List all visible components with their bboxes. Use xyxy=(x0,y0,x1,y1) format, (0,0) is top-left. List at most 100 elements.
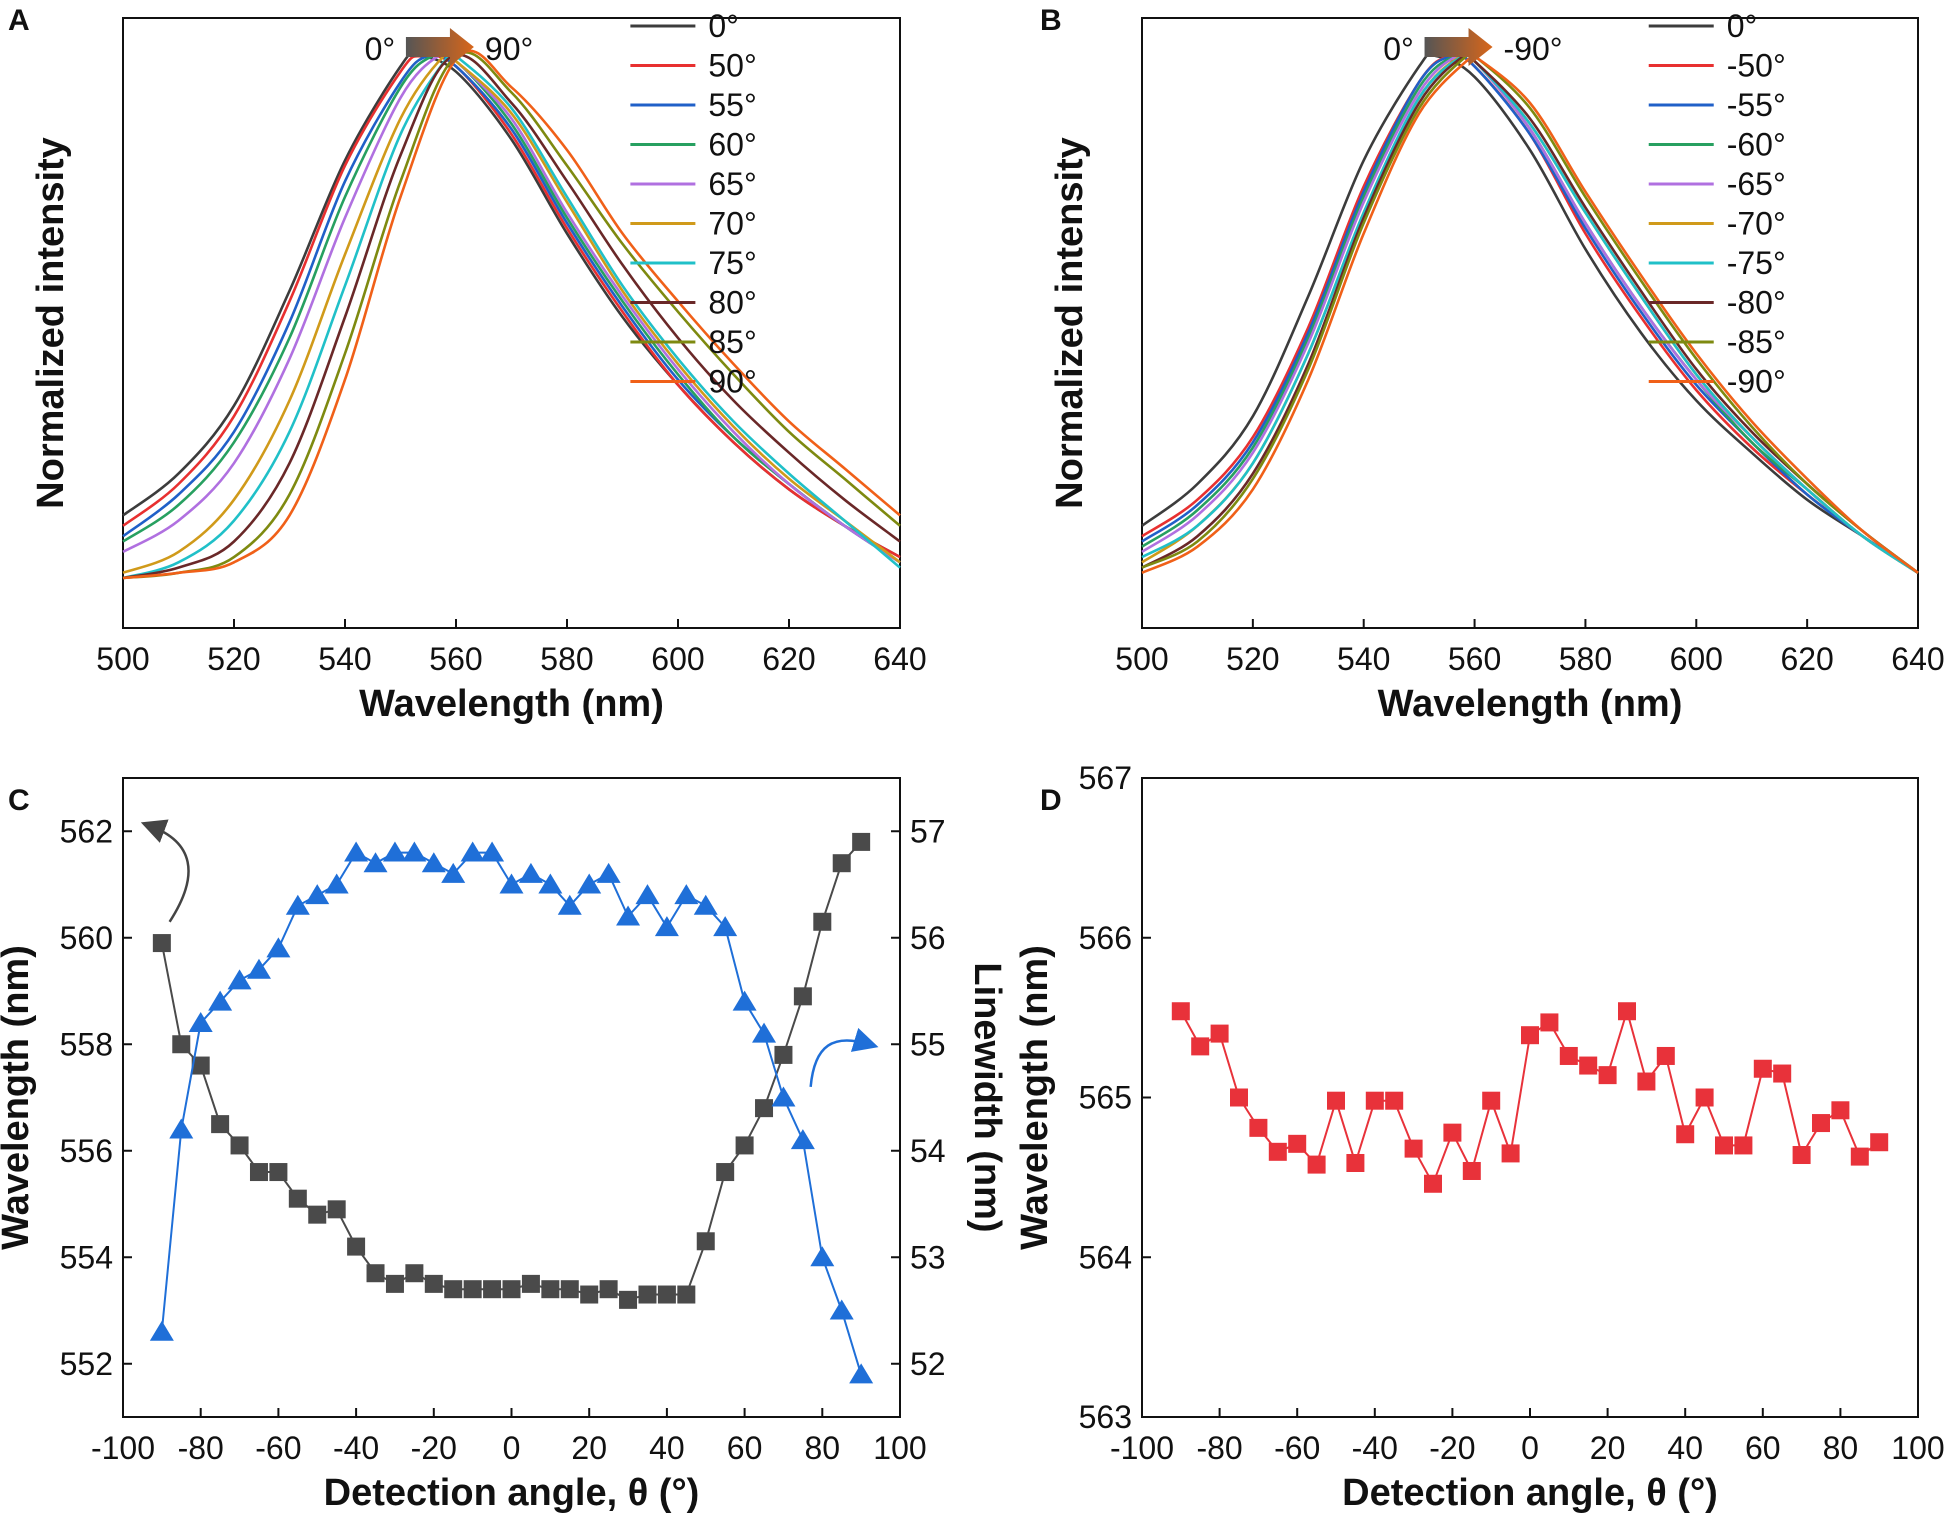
data-point-square xyxy=(696,1232,715,1251)
data-point-square xyxy=(1812,1114,1830,1133)
data-point-square xyxy=(1831,1101,1850,1120)
data-point-triangle xyxy=(771,1086,796,1107)
panel-letter: C xyxy=(8,784,30,817)
x-tick-label: 600 xyxy=(651,641,704,677)
data-point-square xyxy=(619,1290,638,1309)
data-point-square xyxy=(1792,1146,1811,1165)
data-point-square xyxy=(716,1163,735,1182)
data-point-square xyxy=(424,1274,443,1293)
data-point-square xyxy=(1346,1153,1365,1172)
x-tick-label: 520 xyxy=(207,641,260,677)
data-point-square xyxy=(813,912,832,931)
data-point-triangle xyxy=(344,841,369,862)
x-tick-label: 80 xyxy=(805,1430,841,1466)
legend-label: 50° xyxy=(708,48,756,84)
data-point-square xyxy=(405,1264,424,1283)
x-tick-label: 60 xyxy=(727,1430,763,1466)
data-point-square xyxy=(1734,1136,1753,1155)
y-tick-label: 565 xyxy=(1079,1080,1132,1116)
legend-label: 65° xyxy=(708,166,756,202)
data-point-square xyxy=(152,934,171,953)
data-point-square xyxy=(638,1285,657,1304)
y-tick-label: 558 xyxy=(60,1026,113,1062)
legend-label: 0° xyxy=(1727,8,1758,44)
data-point-square xyxy=(366,1264,385,1283)
data-point-triangle xyxy=(635,884,660,905)
legend-label: -60° xyxy=(1727,127,1786,163)
x-tick-label: -40 xyxy=(333,1430,379,1466)
data-point-square xyxy=(1288,1134,1307,1153)
data-point-triangle xyxy=(829,1299,854,1320)
data-point-triangle xyxy=(499,873,524,894)
legend-label: -90° xyxy=(1727,364,1786,400)
data-point-square xyxy=(1559,1046,1578,1065)
data-point-square xyxy=(211,1115,230,1134)
data-point-square xyxy=(1870,1133,1889,1152)
data-point-square xyxy=(1424,1174,1442,1193)
x-tick-label: -100 xyxy=(1110,1430,1174,1466)
x-tick-label: -80 xyxy=(1196,1430,1242,1466)
series-line-9 xyxy=(1141,48,1919,574)
y-tick-label: 554 xyxy=(60,1239,113,1275)
data-point-triangle xyxy=(752,1022,777,1043)
x-axis-label: Wavelength (nm) xyxy=(1378,683,1683,725)
data-point-triangle xyxy=(208,990,233,1011)
data-point-square xyxy=(1462,1161,1481,1180)
x-tick-label: 100 xyxy=(1891,1430,1944,1466)
y2-tick-label: 52 xyxy=(910,1346,946,1382)
x-tick-label: 60 xyxy=(1745,1430,1781,1466)
y2-tick-label: 57 xyxy=(910,813,946,849)
data-point-square xyxy=(774,1045,793,1064)
legend-label: -65° xyxy=(1727,166,1786,202)
data-point-triangle xyxy=(732,990,757,1011)
x-tick-label: -60 xyxy=(255,1430,301,1466)
data-point-triangle xyxy=(480,841,505,862)
legend-label: 0° xyxy=(708,8,739,44)
series-line-0 xyxy=(1141,52,1919,574)
data-point-triangle xyxy=(557,894,582,915)
data-point-triangle xyxy=(713,916,738,937)
data-point-square xyxy=(1385,1091,1404,1110)
legend-label: -55° xyxy=(1727,87,1786,123)
data-point-square xyxy=(172,1035,191,1054)
x-tick-label: 620 xyxy=(1780,641,1833,677)
x-tick-label: 540 xyxy=(318,641,371,677)
x-tick-label: -80 xyxy=(178,1430,224,1466)
data-point-square xyxy=(735,1136,754,1155)
data-point-square xyxy=(502,1280,521,1299)
x-tick-label: -100 xyxy=(91,1430,155,1466)
right-axis-arrow xyxy=(809,1027,879,1087)
legend-label: 90° xyxy=(708,364,756,400)
x-tick-label: 40 xyxy=(649,1430,685,1466)
series-line-7 xyxy=(1141,50,1919,574)
data-point-square xyxy=(308,1205,327,1224)
annotation-from: 0° xyxy=(365,31,396,67)
panel-letter: A xyxy=(8,4,30,37)
data-point-square xyxy=(580,1285,599,1304)
data-point-triangle xyxy=(674,884,699,905)
data-point-square xyxy=(657,1285,676,1304)
x-tick-label: 640 xyxy=(1891,641,1944,677)
left-axis-arrow xyxy=(140,819,190,923)
data-point-triangle xyxy=(810,1246,835,1267)
annotation-to: -90° xyxy=(1504,31,1563,67)
x-tick-label: -40 xyxy=(1352,1430,1398,1466)
y2-tick-label: 55 xyxy=(910,1026,946,1062)
data-point-square xyxy=(755,1099,774,1118)
data-point-square xyxy=(230,1136,249,1155)
data-point-triangle xyxy=(460,841,485,862)
data-point-triangle xyxy=(402,841,427,862)
legend-label: 55° xyxy=(708,87,756,123)
annotation-to: 90° xyxy=(485,31,533,67)
data-point-triangle xyxy=(305,884,330,905)
data-point-square xyxy=(1443,1123,1462,1142)
legend-label: -85° xyxy=(1727,324,1786,360)
plot-frame xyxy=(1141,777,1919,1418)
legend-label: 70° xyxy=(708,206,756,242)
data-point-square xyxy=(327,1200,346,1219)
data-point-square xyxy=(385,1274,404,1293)
y-tick-label: 562 xyxy=(60,813,113,849)
x-tick-label: 500 xyxy=(96,641,149,677)
data-point-square xyxy=(832,854,851,873)
